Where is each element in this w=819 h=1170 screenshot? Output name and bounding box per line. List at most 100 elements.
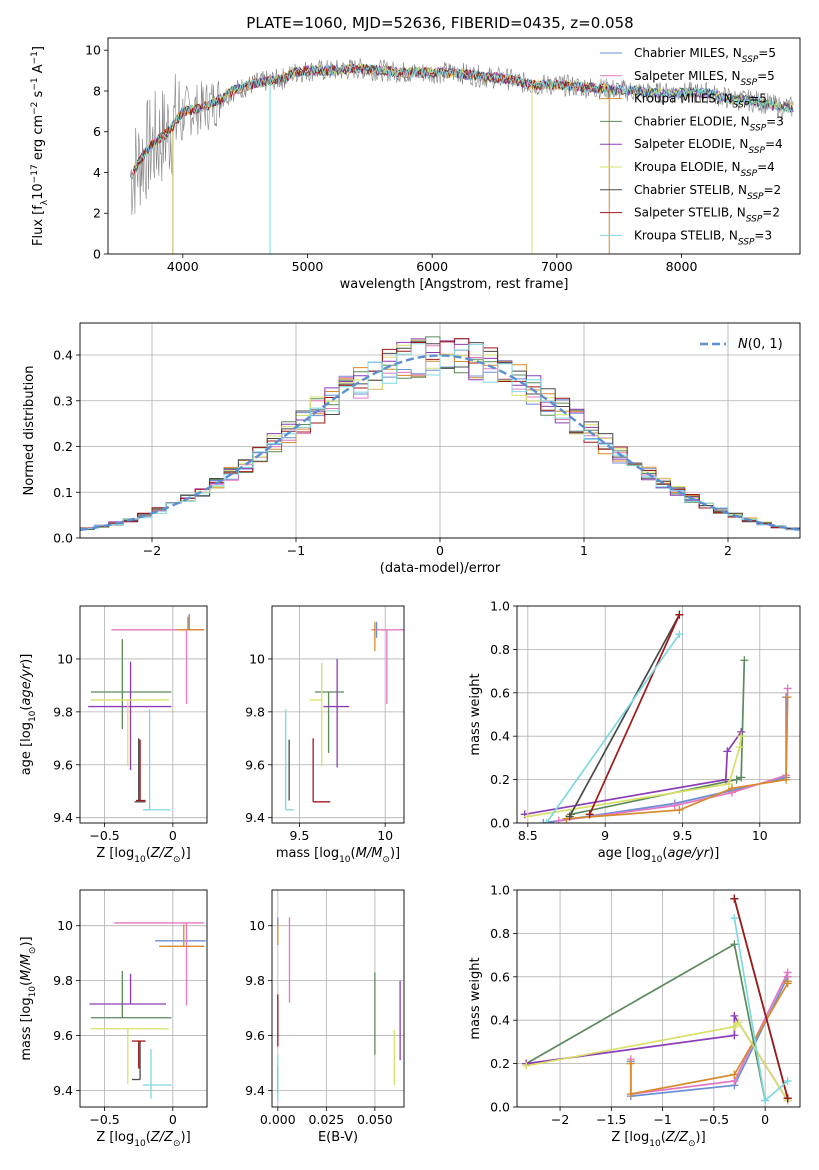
weight-marker	[565, 812, 574, 821]
x-tick-label: −1.5	[596, 1112, 626, 1127]
y-tick-label: 0.4	[490, 729, 510, 744]
x-axis-label: (data-model)/error	[380, 561, 501, 576]
weight-marker	[542, 819, 551, 823]
weight-series-5	[526, 1021, 789, 1101]
x-axis-label: wavelength [Angstrom, rest frame]	[340, 277, 569, 292]
y-tick-label: 1.0	[490, 599, 510, 614]
x-axis-label: E(B-V)	[318, 1130, 358, 1145]
weight-marker	[730, 940, 739, 949]
weight-marker	[675, 805, 684, 814]
y-tick-label: 9.8	[53, 704, 73, 719]
weight-marker	[740, 656, 749, 665]
weight-marker	[761, 1096, 770, 1105]
y-tick-label: 9.4	[53, 810, 73, 825]
y-tick-label: 9.4	[245, 1083, 265, 1098]
weight-marker	[723, 747, 732, 756]
y-tick-label: 10	[249, 918, 265, 933]
axes-frame	[516, 889, 801, 1108]
weight-series-3	[570, 660, 746, 816]
x-tick-label: 0	[169, 1112, 177, 1127]
model-spectrum-2	[131, 63, 610, 176]
weight-marker	[724, 779, 733, 788]
x-tick-label: 2	[724, 543, 732, 558]
weight-series-5	[527, 736, 743, 818]
age-vs-Z-axes: −0.5 0 9.4 9.6 9.8 10 Z [log10(Z/Z⊙)] age [log1…	[19, 605, 208, 865]
x-axis-label: age [log10(age/yr)]	[598, 846, 720, 865]
weight-marker	[730, 1070, 739, 1079]
y-tick-label: 10	[249, 651, 265, 666]
y-tick-label: 9.8	[245, 973, 265, 988]
y-tick-label: 9.6	[53, 757, 73, 772]
y-tick-label: 0.2	[490, 772, 510, 787]
axes-frame	[79, 889, 208, 1108]
weight-marker	[730, 1011, 739, 1020]
axes-frame	[271, 889, 405, 1108]
y-tick-label: 10	[57, 651, 73, 666]
x-tick-label: 1	[580, 543, 588, 558]
x-tick-label: 9.5	[673, 828, 693, 843]
weight-series-3	[525, 942, 766, 1101]
massweight-vs-Z-axes: −2 −1.5 −1 −0.5 0 0.0 0.2 0.4 0.6 0.8 1.0 Z [log10(…	[468, 883, 801, 1149]
weight-marker	[730, 1031, 739, 1040]
spectrum-axes: 4000 5000 6000 7000 8000 0 2 4 6 8 10 Chabrier MILE…	[30, 37, 801, 292]
x-tick-label: 4000	[167, 259, 199, 274]
y-tick-label: 2	[93, 206, 101, 221]
legend-label: Kroupa MILES, NSSP=5	[634, 92, 767, 111]
weight-marker	[730, 914, 739, 923]
y-tick-label: 0.1	[53, 485, 73, 500]
weight-marker	[539, 819, 548, 823]
x-tick-label: −1	[653, 1112, 671, 1127]
legend-label: Salpeter ELODIE, NSSP=4	[634, 137, 783, 156]
age-vs-mass-axes: 9.5 10 9.4 9.6 9.8 10 mass [log10(M/M⊙)]	[245, 605, 405, 865]
x-tick-label: −0.5	[89, 828, 119, 843]
x-axis-label: Z [log10(Z/Z⊙)]	[611, 1130, 705, 1149]
weight-marker	[626, 1059, 635, 1068]
massweight-vs-age-axes: 8.5 9 9.5 10 0.0 0.2 0.4 0.6 0.8 1.0 age [log10(ag…	[468, 599, 801, 865]
legend-label: Chabrier ELODIE, NSSP=3	[634, 114, 784, 133]
y-axis-label: Flux [fλ10−17 erg cm−2 s−1 A−1]	[30, 46, 50, 246]
weight-marker	[675, 610, 684, 619]
x-tick-label: 0.000	[260, 1112, 296, 1127]
weight-marker	[554, 816, 563, 823]
weight-marker	[783, 693, 792, 702]
y-axis-label: mass weight	[468, 957, 483, 1039]
weight-marker	[670, 801, 679, 810]
x-tick-label: 5000	[292, 259, 324, 274]
y-tick-label: 0.4	[490, 1013, 510, 1028]
weight-series-2	[629, 981, 789, 1096]
x-tick-label: 0.050	[357, 1112, 393, 1127]
axes-frame	[79, 605, 208, 824]
weight-marker	[783, 1094, 792, 1103]
weight-marker	[675, 630, 684, 639]
x-tick-label: 8000	[666, 259, 698, 274]
x-axis-label: mass [log10(M/M⊙)]	[276, 846, 400, 865]
y-tick-label: 9.6	[245, 1028, 265, 1043]
y-tick-label: 9.6	[53, 1028, 73, 1043]
x-tick-label: 0	[169, 828, 177, 843]
weight-marker	[522, 1061, 531, 1070]
weight-marker	[727, 784, 736, 793]
weight-series-4	[524, 731, 742, 816]
weight-marker	[585, 810, 594, 819]
residual-histogram-7	[80, 338, 800, 530]
x-tick-label: 9	[601, 828, 609, 843]
x-tick-label: 10	[752, 828, 768, 843]
axes-frame	[516, 605, 801, 824]
y-axis-label: mass [log10(M/M⊙)]	[19, 936, 38, 1060]
weight-series-0	[629, 976, 789, 1098]
weight-marker	[523, 812, 532, 821]
x-tick-label: 6000	[416, 259, 448, 274]
weight-series-7	[733, 898, 789, 1099]
axes-frame	[271, 605, 405, 824]
x-axis-label: Z [log10(Z/Z⊙)]	[96, 1130, 190, 1149]
weight-series-8	[733, 918, 789, 1103]
weight-marker	[783, 684, 792, 693]
legend-label: Salpeter MILES, NSSP=5	[634, 69, 775, 88]
legend-label: Kroupa ELODIE, NSSP=4	[634, 160, 775, 179]
y-tick-label: 9.4	[53, 1083, 73, 1098]
x-tick-label: −0.5	[699, 1112, 729, 1127]
y-tick-label: 0.2	[490, 1056, 510, 1071]
weight-marker	[626, 1089, 635, 1098]
y-tick-label: 0.6	[490, 685, 510, 700]
weight-marker	[734, 1018, 743, 1027]
